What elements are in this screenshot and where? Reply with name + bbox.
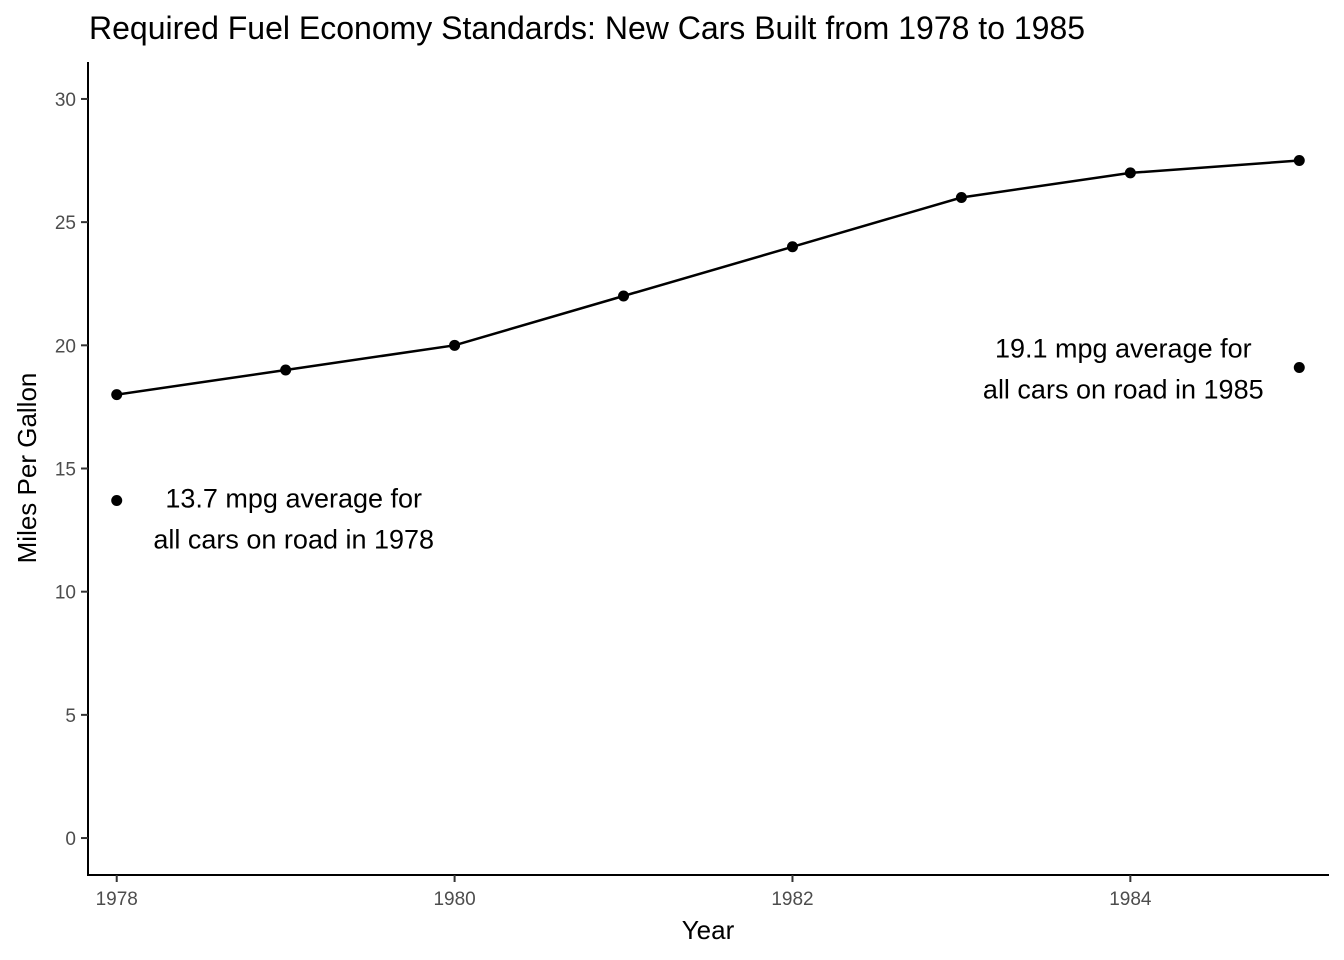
y-tick-label: 5 — [65, 706, 76, 727]
data-point — [1293, 155, 1305, 167]
annotations: 13.7 mpg average for all cars on road in … — [111, 333, 1305, 555]
y-tick-label: 20 — [55, 336, 76, 357]
x-tick-label: 1980 — [433, 889, 475, 910]
annotation-text: 19.1 mpg average for — [995, 333, 1252, 363]
data-point — [1124, 167, 1136, 179]
data-point — [786, 241, 798, 253]
x-ticks: 1978 1980 1982 1984 — [96, 875, 1152, 910]
x-tick-label: 1984 — [1109, 889, 1152, 910]
axes — [87, 62, 1329, 876]
x-tick-label: 1982 — [771, 889, 813, 910]
annotation-point — [1293, 361, 1305, 373]
y-tick-label: 15 — [55, 460, 76, 481]
data-point — [449, 339, 461, 351]
data-point — [111, 389, 123, 401]
annotation-text: all cars on road in 1985 — [983, 374, 1264, 404]
y-tick-label: 10 — [55, 583, 76, 604]
series-line — [116, 159, 1300, 396]
y-tick-label: 0 — [65, 829, 76, 850]
data-point — [280, 364, 292, 376]
y-axis-title: Miles Per Gallon — [12, 373, 42, 564]
annotation-text: all cars on road in 1978 — [153, 525, 434, 555]
y-ticks: 0 5 10 15 20 25 30 — [55, 90, 88, 850]
data-point — [955, 192, 967, 203]
data-point — [618, 290, 630, 302]
plot-area — [111, 155, 1305, 401]
x-tick-label: 1978 — [96, 889, 138, 910]
y-tick-label: 25 — [55, 213, 76, 234]
annotation-text: 13.7 mpg average for — [165, 484, 422, 514]
chart-title: Required Fuel Economy Standards: New Car… — [89, 10, 1085, 46]
x-axis-title: Year — [682, 915, 735, 945]
annotation-point — [111, 495, 123, 507]
y-tick-label: 30 — [55, 90, 76, 111]
